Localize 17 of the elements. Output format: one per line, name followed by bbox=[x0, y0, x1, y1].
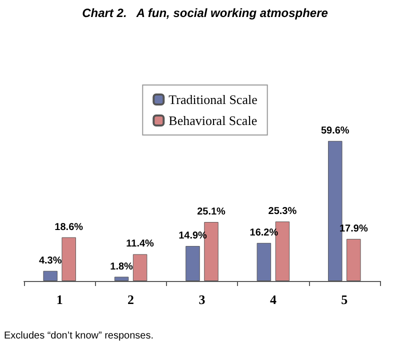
data-label: 25.1% bbox=[197, 206, 226, 218]
legend-label: Behavioral Scale bbox=[168, 113, 258, 128]
data-label: 1.8% bbox=[110, 261, 134, 272]
x-tick-label: 5 bbox=[341, 292, 348, 307]
chart-title: Chart 2. A fun, social working atmosphere bbox=[82, 6, 328, 20]
data-label: 4.3% bbox=[38, 255, 62, 266]
text: Excludes “don’t know” responses. bbox=[4, 330, 154, 342]
x-tick-label: 3 bbox=[198, 292, 206, 307]
data-label: 14.9% bbox=[178, 230, 208, 242]
legend-label: Traditional Scale bbox=[168, 92, 258, 107]
data-label: 25.3% bbox=[268, 206, 297, 218]
data-label: 59.6% bbox=[320, 125, 350, 136]
x-tick-label: 4 bbox=[270, 292, 277, 307]
x-tick-label: 1 bbox=[56, 292, 63, 307]
data-label: 18.6% bbox=[54, 222, 84, 233]
x-tick-label: 2 bbox=[128, 292, 134, 307]
data-label: 11.4% bbox=[126, 238, 154, 250]
